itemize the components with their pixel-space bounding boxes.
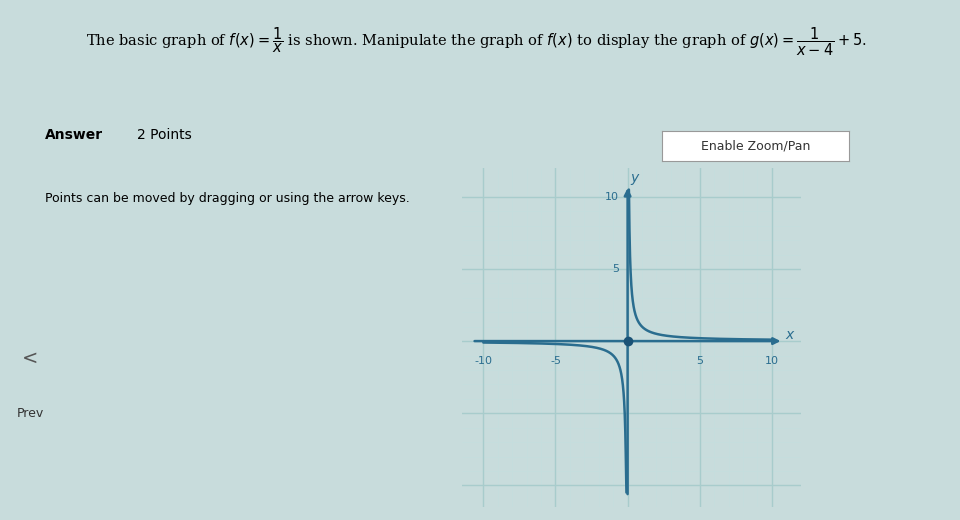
Text: -5: -5 [550,356,561,366]
Text: x: x [785,328,793,342]
Text: Enable Zoom/Pan: Enable Zoom/Pan [701,140,810,153]
Text: <: < [22,348,38,368]
Text: 10: 10 [605,192,619,202]
Text: 5: 5 [696,356,704,366]
Text: The basic graph of $f(x) = \dfrac{1}{x}$ is shown. Manipulate the graph of $f(x): The basic graph of $f(x) = \dfrac{1}{x}$… [86,26,867,58]
Text: 2 Points: 2 Points [137,128,192,142]
Text: -10: -10 [474,356,492,366]
Text: Points can be moved by dragging or using the arrow keys.: Points can be moved by dragging or using… [45,192,410,205]
Text: 10: 10 [765,356,779,366]
Text: y: y [630,171,638,185]
Text: Answer: Answer [45,128,103,142]
Text: Prev: Prev [16,407,43,420]
Text: 5: 5 [612,264,619,274]
